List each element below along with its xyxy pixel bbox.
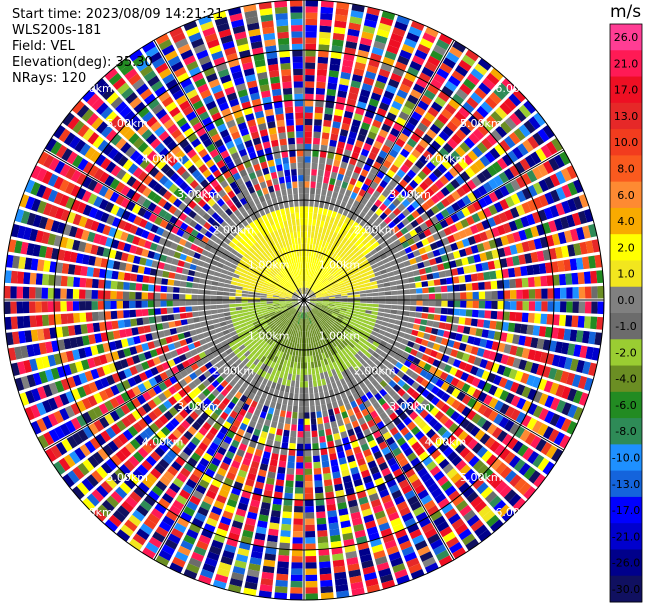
range-label: 1.00km — [248, 329, 290, 342]
range-label: 1.00km — [248, 259, 290, 272]
colorbar-tick-label: 2.0 — [617, 241, 635, 254]
colorbar-tick-label: 17.0 — [614, 84, 639, 97]
colorbar-swatch — [610, 155, 642, 183]
range-label: 6.00km — [495, 82, 537, 95]
colorbar-tick-label: -26.0 — [612, 557, 640, 570]
colorbar-swatch — [610, 181, 642, 209]
colorbar-tick-label: 4.0 — [617, 215, 635, 228]
colorbar-swatch — [610, 286, 642, 314]
range-label: 4.00km — [425, 153, 467, 166]
range-label: 6.00km — [495, 506, 537, 519]
range-label: 3.00km — [389, 400, 431, 413]
colorbar-tick-label: 0.0 — [617, 294, 635, 307]
colorbar-swatch — [610, 575, 642, 603]
range-label: 2.00km — [354, 365, 396, 378]
range-label: 2.00km — [354, 223, 396, 236]
colorbar-tick-label: -30.0 — [612, 583, 640, 596]
colorbar-swatch — [610, 470, 642, 498]
range-label: 3.00km — [177, 188, 219, 201]
colorbar-tick-label: -6.0 — [615, 399, 636, 412]
colorbar-swatch — [610, 391, 642, 419]
spoke-240 — [43, 299, 305, 451]
elevation-text: Elevation(deg): 35.30 — [12, 55, 153, 70]
colorbar-tick-label: 1.0 — [617, 268, 635, 281]
velocity-field — [4, 0, 604, 600]
spoke-60 — [303, 149, 565, 301]
spoke-210 — [153, 299, 305, 561]
spoke-150 — [303, 299, 455, 561]
colorbar-swatch — [610, 444, 642, 472]
colorbar-swatch — [610, 523, 642, 550]
range-label: 6.00km — [71, 506, 113, 519]
colorbar-swatch — [610, 102, 642, 130]
colorbar-tick-label: -1.0 — [615, 320, 636, 333]
colorbar-tick-label: -10.0 — [612, 452, 640, 465]
colorbar-frame — [609, 23, 643, 603]
range-label: 4.00km — [425, 435, 467, 448]
colorbar-swatch — [610, 260, 642, 288]
range-label: 2.00km — [213, 223, 255, 236]
colorbar-tick-label: 21.0 — [614, 57, 639, 70]
colorbar-swatch — [610, 76, 642, 104]
nrays-text: NRays: 120 — [12, 71, 87, 86]
colorbar-tick-label: -8.0 — [615, 425, 636, 438]
range-label: 2.00km — [213, 365, 255, 378]
colorbar-swatch — [610, 24, 642, 51]
colorbar-tick-label: -21.0 — [612, 530, 640, 543]
colorbar-tick-label: 6.0 — [617, 189, 635, 202]
colorbar-tick-label: -4.0 — [615, 373, 636, 386]
colorbar-swatch — [610, 365, 642, 393]
colorbar-unit: m/s — [610, 2, 642, 22]
colorbar-tick-label: -2.0 — [615, 346, 636, 359]
range-label: 5.00km — [106, 117, 148, 130]
range-label: 5.00km — [460, 471, 502, 484]
range-label: 3.00km — [177, 400, 219, 413]
colorbar-swatch — [610, 418, 642, 445]
range-label: 5.00km — [460, 117, 502, 130]
spoke-30 — [303, 39, 455, 301]
colorbar-swatch — [610, 234, 642, 261]
colorbar-tick-label: 13.0 — [614, 110, 639, 123]
spoke-120 — [303, 299, 565, 451]
range-label: 1.00km — [319, 329, 361, 342]
field-text: Field: VEL — [12, 39, 75, 54]
colorbar-tick-label: 10.0 — [614, 136, 639, 149]
range-labels: 1.00km 1.00km 1.00km 1.00km 2.00km 2.00km 2.00… — [71, 82, 537, 519]
range-grid — [3, 0, 605, 601]
colorbar-tick-label: 8.0 — [617, 163, 635, 176]
range-label: 4.00km — [142, 153, 184, 166]
colorbar-tick-label: 26.0 — [614, 31, 639, 44]
colorbar: 26.0 21.0 17.0 13.0 10.0 8.0 6.0 4.0 2.0 1.0 0.0 -1… — [609, 23, 643, 603]
start-time-text: Start time: 2023/08/09 14:21:21 — [12, 7, 224, 22]
colorbar-swatch — [610, 313, 642, 340]
range-label: 3.00km — [389, 188, 431, 201]
colorbar-swatch — [610, 50, 642, 78]
spoke-300 — [43, 149, 305, 301]
colorbar-swatch — [610, 207, 642, 235]
range-label: 5.00km — [106, 471, 148, 484]
colorbar-swatch — [610, 549, 642, 577]
colorbar-swatch — [610, 339, 642, 367]
colorbar-swatch — [610, 129, 642, 156]
colorbar-swatch — [610, 496, 642, 524]
colorbar-tick-label: -17.0 — [612, 504, 640, 517]
instrument-text: WLS200s-181 — [12, 23, 102, 38]
colorbar-tick-label: -13.0 — [612, 478, 640, 491]
range-label: 4.00km — [142, 435, 184, 448]
range-label: 6.00km — [71, 82, 113, 95]
range-label: 1.00km — [319, 259, 361, 272]
spoke-330 — [153, 39, 305, 301]
